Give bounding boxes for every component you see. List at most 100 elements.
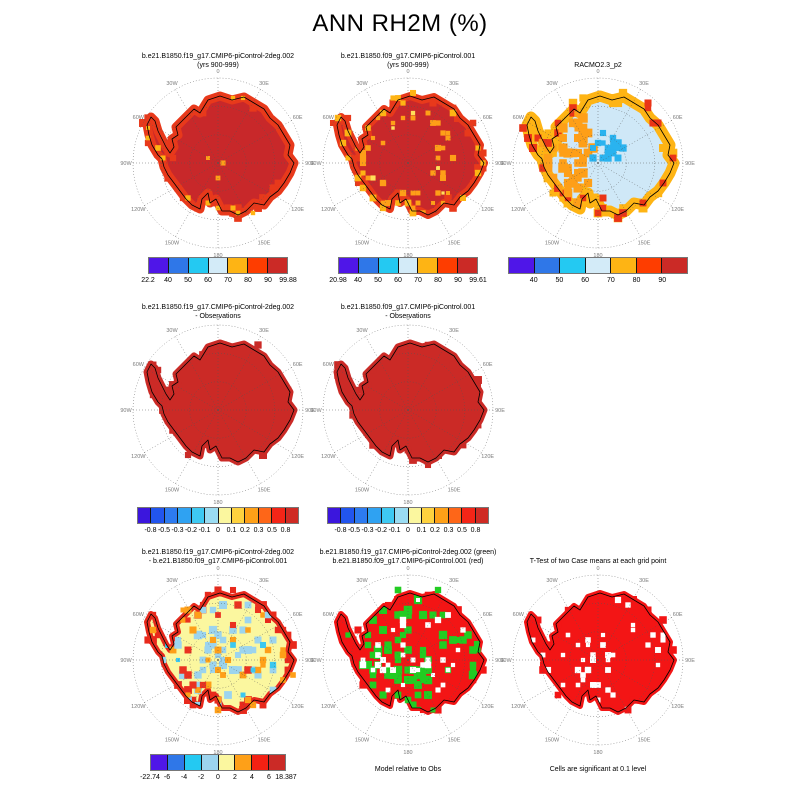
colorbar-segment — [247, 258, 268, 273]
colorbar-tick: 80 — [632, 277, 641, 284]
coast-cell — [544, 129, 552, 137]
colorbar-segment — [183, 755, 201, 770]
coast-cell — [254, 341, 262, 349]
antarctica-fill — [147, 96, 294, 215]
coast-cell — [269, 184, 277, 192]
lon-label: 0 — [216, 316, 219, 322]
coast-cell — [629, 696, 637, 704]
colorbar-tick: -0.3 — [361, 527, 374, 534]
coast-cell — [344, 129, 352, 137]
coast-cell — [544, 641, 552, 649]
colorbar-segment — [257, 508, 272, 523]
interior-cells — [154, 601, 277, 709]
coast-cell — [568, 98, 578, 108]
lon-label: 150E — [638, 240, 651, 246]
coast-cell — [553, 133, 563, 143]
colorbar-segment — [533, 258, 560, 273]
colorbar-segment — [394, 508, 408, 523]
colorbar-tick: 40 — [529, 277, 538, 284]
colorbar-tick: 70 — [414, 277, 422, 284]
lon-label: 90W — [310, 161, 322, 167]
coast-cell — [475, 145, 481, 151]
coast-cell — [204, 591, 212, 599]
lon-label: 30E — [259, 578, 269, 584]
lon-label: 150E — [258, 737, 271, 743]
lon-label: 180 — [213, 750, 222, 756]
coast-cell — [469, 119, 477, 127]
coast-cell — [394, 194, 402, 202]
colorbar-tick: 60 — [581, 277, 590, 284]
coast-cell — [578, 183, 588, 193]
coast-cell — [164, 174, 172, 182]
colorbar-segment — [234, 755, 252, 770]
coast-cell — [279, 651, 287, 659]
coast-cell — [289, 641, 297, 649]
lon-label: 60E — [293, 362, 303, 368]
antarctica-outline — [146, 592, 295, 713]
coast-cell — [449, 361, 457, 369]
coast-cell — [554, 129, 562, 137]
coast-cell — [234, 456, 242, 464]
colorbar-tick: 0.8 — [470, 527, 481, 534]
coast-cell — [154, 366, 162, 374]
coast-cell — [219, 341, 227, 349]
lon-label: 30W — [356, 81, 368, 87]
lon-label: 60W — [323, 115, 335, 121]
lon-label: 150E — [448, 487, 461, 493]
coast-cell — [394, 691, 402, 699]
lon-label: 150E — [258, 240, 271, 246]
coast-cell — [254, 204, 262, 212]
colorbar-segment — [267, 258, 288, 273]
coast-cell — [164, 416, 172, 424]
coast-cell — [549, 149, 557, 157]
lon-label: 150W — [355, 487, 370, 493]
coast-cell — [149, 391, 157, 399]
colorbar-tick: -0.2 — [184, 527, 198, 534]
coast-cell — [474, 421, 482, 429]
coast-cell — [464, 681, 472, 689]
colorbar-segment — [271, 508, 285, 523]
lon-label: 0 — [596, 566, 599, 572]
colorbar-cesm-1deg — [338, 257, 478, 274]
coast-cell — [379, 109, 387, 117]
coast-cell — [449, 204, 457, 212]
coast-cell — [219, 451, 227, 459]
coast-cell — [235, 210, 241, 216]
coast-cell — [174, 381, 182, 389]
colorbar-tick: 0.8 — [280, 527, 291, 534]
coast-cell — [549, 189, 557, 197]
lon-label: 120E — [481, 207, 494, 213]
colorbar-cesm-2deg — [148, 257, 288, 274]
colorbar-tick: 0.3 — [253, 527, 264, 534]
coast-cell — [209, 436, 217, 444]
colorbar-tick: 0.2 — [240, 527, 250, 534]
colorbar-tick: 70 — [224, 277, 232, 284]
colorbar-tick: -4 — [180, 774, 188, 781]
panel-title-line: b.e21.B1850.f19_g17.CMIP6-piControl-2deg… — [141, 53, 295, 60]
colorbar-tick: 0 — [216, 774, 220, 781]
lon-label: 30E — [259, 81, 269, 87]
graticule — [512, 574, 684, 746]
colorbar-segment — [328, 508, 341, 523]
panel-title-racmo: RACMO2.3_p2 — [468, 62, 728, 71]
coast-cell — [539, 661, 547, 669]
lon-label: 120W — [321, 704, 336, 710]
coast-cell — [359, 676, 367, 684]
coast-cell — [365, 125, 371, 131]
colorbar-segment — [474, 508, 489, 523]
lon-label: 0 — [216, 69, 219, 75]
panel-title-line: b.e21.B1850.f19_g17.CMIP6-piControl-2deg… — [141, 304, 295, 311]
lon-label: 120E — [291, 704, 304, 710]
colorbar-tick: 22.2 — [141, 277, 155, 284]
colorbar-tick: -6 — [163, 774, 171, 781]
coast-cell — [539, 666, 547, 674]
antarctica-outline — [146, 342, 295, 463]
colorbar-tick: 0.5 — [457, 527, 467, 534]
coast-cell — [329, 119, 337, 127]
footnote-sig-green-red: Model relative to Obs — [374, 766, 442, 773]
coast-cell — [659, 179, 667, 187]
colorbar-segment — [339, 258, 358, 273]
coast-cell — [464, 129, 472, 137]
colorbar-segment — [434, 508, 448, 523]
colorbar-segment — [150, 508, 164, 523]
